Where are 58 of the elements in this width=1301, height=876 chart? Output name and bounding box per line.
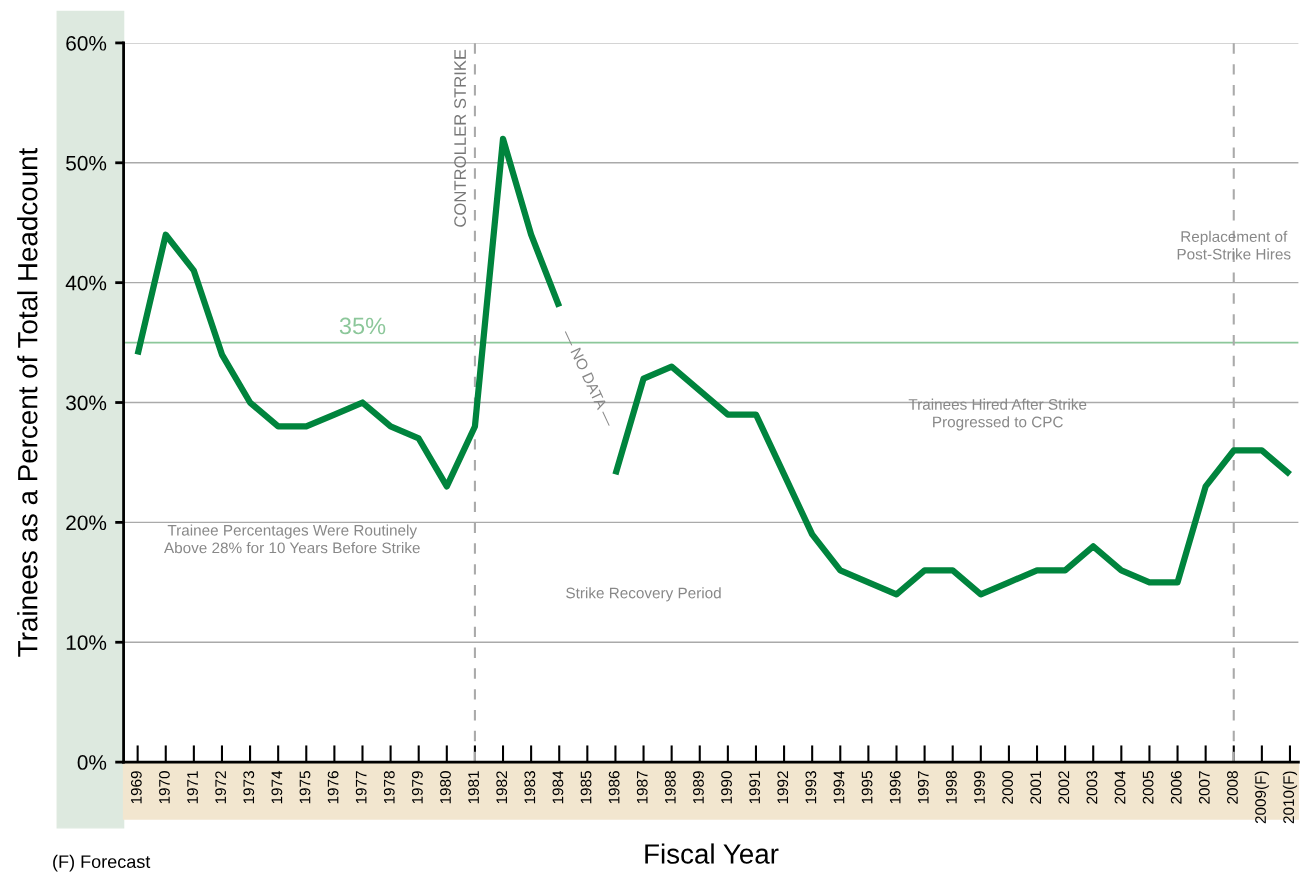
x-tick-label: 1994 xyxy=(833,770,845,804)
x-tick-label: 1985 xyxy=(580,771,592,804)
x-tick-label: 1974 xyxy=(271,770,283,804)
x-tick-label: 1986 xyxy=(608,771,620,804)
x-tick-label: 1982 xyxy=(496,771,508,804)
x-tick-label: 1998 xyxy=(945,771,957,804)
x-tick-label: 1969 xyxy=(130,771,142,804)
x-tick-label: 2003 xyxy=(1086,771,1098,804)
x-tick-label: 1993 xyxy=(805,771,817,804)
x-tick-label: 1999 xyxy=(974,771,985,804)
x-tick-label: 1977 xyxy=(355,771,367,804)
x-tick-label: 1988 xyxy=(664,771,676,804)
text: (F) Forecast xyxy=(53,854,151,872)
x-tick-label: 1992 xyxy=(777,771,789,804)
y-axis-title: Trainees as a Percent of Total Headcount xyxy=(17,147,38,657)
x-tick-label: 2002 xyxy=(1058,771,1070,804)
x-tick-label: 1984 xyxy=(552,770,564,804)
annotation: — NO DATA — xyxy=(561,328,616,428)
x-axis-title: Fiscal Year xyxy=(645,843,779,864)
x-tick-label: 2010(F) xyxy=(1282,771,1298,824)
y-tick-label: 20% xyxy=(66,515,107,531)
x-tick-label: 2008 xyxy=(1227,771,1238,804)
x-tick-label: 2004 xyxy=(1114,770,1126,804)
x-tick-label: 1975 xyxy=(299,771,311,804)
x-tick-label: 2006 xyxy=(1170,771,1182,804)
x-tick-label: 2007 xyxy=(1198,771,1210,804)
x-tick-label: 1970 xyxy=(159,771,170,804)
y-tick-label: 10% xyxy=(66,635,107,651)
annotation: Trainee Percentages Were Routinely Above 28% for 10 Years Before Strike xyxy=(164,524,420,554)
x-tick-label: 2001 xyxy=(1030,771,1042,804)
x-tick-label: 1997 xyxy=(917,771,929,804)
annotation: Strike Recovery Period xyxy=(566,587,721,602)
x-tick-label: 2009(F) xyxy=(1254,771,1269,824)
ref-line-label: CONTROLLER STRIKE xyxy=(454,49,466,227)
x-tick-label: 1983 xyxy=(524,771,536,804)
annotation: Replacement of Post-Strike Hires xyxy=(1177,230,1291,260)
x-tick-label: 1978 xyxy=(383,771,395,804)
x-tick-label: 1980 xyxy=(440,771,451,804)
x-tick-label: 1995 xyxy=(861,771,873,804)
y-tick-label: 30% xyxy=(66,395,107,411)
y-tick-label: 50% xyxy=(66,155,107,171)
x-tick-label: 1996 xyxy=(889,771,901,804)
x-tick-label: 1972 xyxy=(215,771,227,804)
x-tick-label: 1973 xyxy=(243,771,255,804)
x-tick-label: 1987 xyxy=(636,771,648,804)
x-tick-label: 1976 xyxy=(327,771,339,804)
x-tick-label: 1981 xyxy=(468,771,480,804)
x-tick-label: 2000 xyxy=(1002,771,1014,804)
x-tick-label: 1990 xyxy=(721,771,732,804)
y-tick-label: 0% xyxy=(77,755,107,770)
x-tick-label: 1989 xyxy=(693,771,704,804)
x-tick-label: 2005 xyxy=(1142,771,1154,804)
y-tick-label: 60% xyxy=(66,35,107,51)
x-tick-label: 1991 xyxy=(749,771,761,804)
y-tick-label: 40% xyxy=(65,275,107,291)
x-tick-label: 1971 xyxy=(187,771,198,804)
x-tick-label: 1979 xyxy=(411,771,423,804)
ref-line-label: 35% xyxy=(339,317,386,335)
